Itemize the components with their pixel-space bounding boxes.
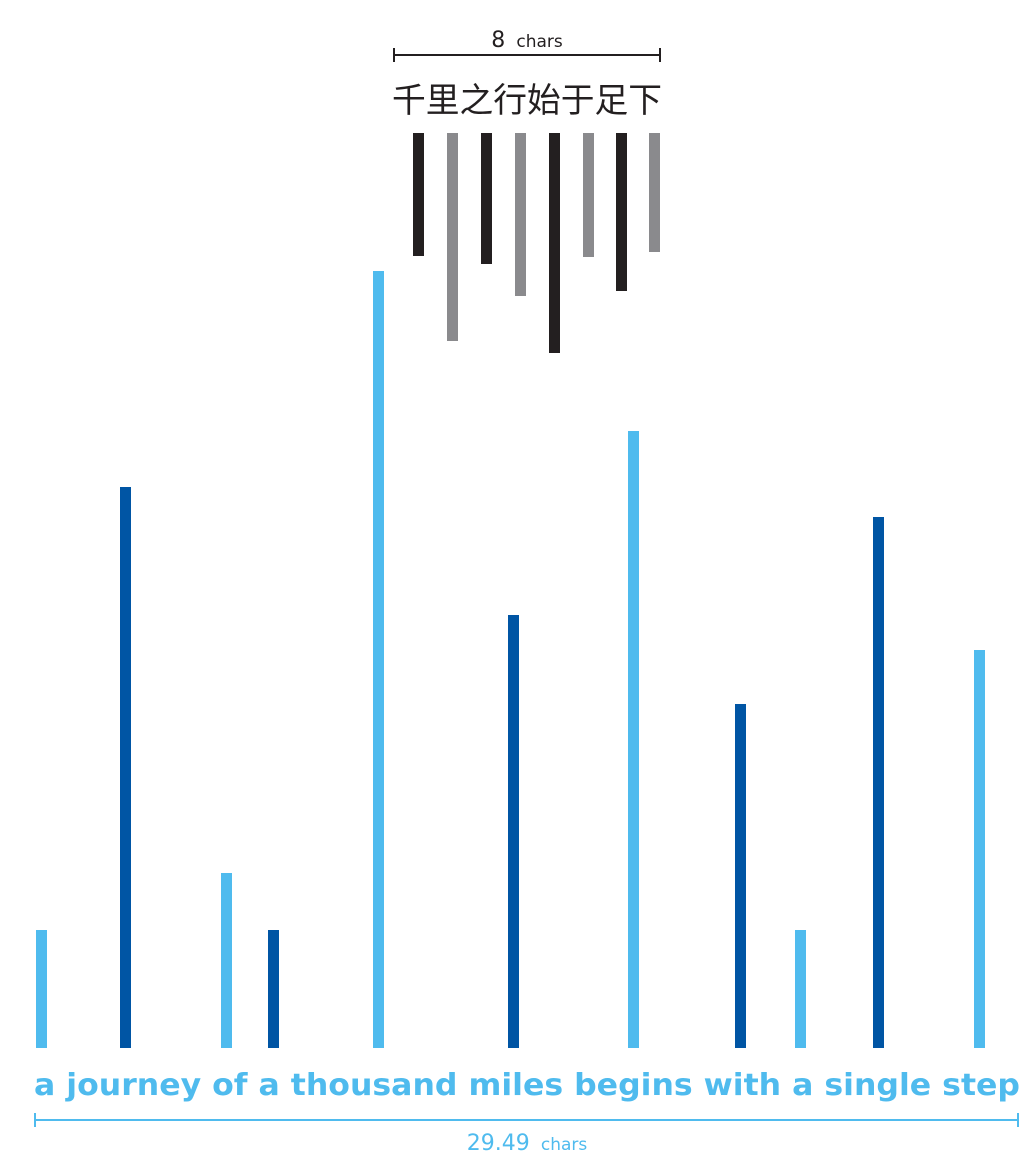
english-word-bar (628, 431, 639, 1048)
english-word-bar (373, 271, 384, 1048)
chinese-char-bar (549, 133, 560, 353)
english-word-bar (120, 487, 131, 1048)
english-word-bar (268, 930, 279, 1048)
chinese-char-bar (447, 133, 458, 341)
chinese-length-bracket: 8 chars (393, 28, 661, 62)
chinese-char-bars (413, 133, 660, 353)
english-word-bar (873, 517, 884, 1048)
english-length-unit: chars (541, 1135, 588, 1155)
english-length-bracket: 29.49 chars (34, 1113, 1019, 1156)
english-word-bar (508, 615, 519, 1048)
chinese-length-unit: chars (516, 32, 563, 52)
chinese-char-bar (616, 133, 627, 291)
english-word-bars (36, 271, 985, 1048)
chinese-sentence: 千里之行始于足下 (392, 81, 662, 121)
chinese-char-bar (649, 133, 660, 252)
english-sentence: a journey of a thousand miles begins wit… (34, 1068, 1020, 1103)
english-word-bar (735, 704, 746, 1048)
chinese-char-bar (413, 133, 424, 256)
chinese-length-label: 8 chars (491, 28, 563, 53)
chinese-char-bar (515, 133, 526, 296)
english-word-bar (974, 650, 985, 1048)
chinese-char-bar (481, 133, 492, 264)
chinese-length-value: 8 (491, 28, 505, 53)
chinese-char-bar (583, 133, 594, 257)
english-word-bar (221, 873, 232, 1048)
english-length-value: 29.49 (467, 1131, 530, 1156)
english-word-bar (36, 930, 47, 1048)
english-length-label: 29.49 chars (467, 1131, 588, 1156)
english-word-bar (795, 930, 806, 1048)
